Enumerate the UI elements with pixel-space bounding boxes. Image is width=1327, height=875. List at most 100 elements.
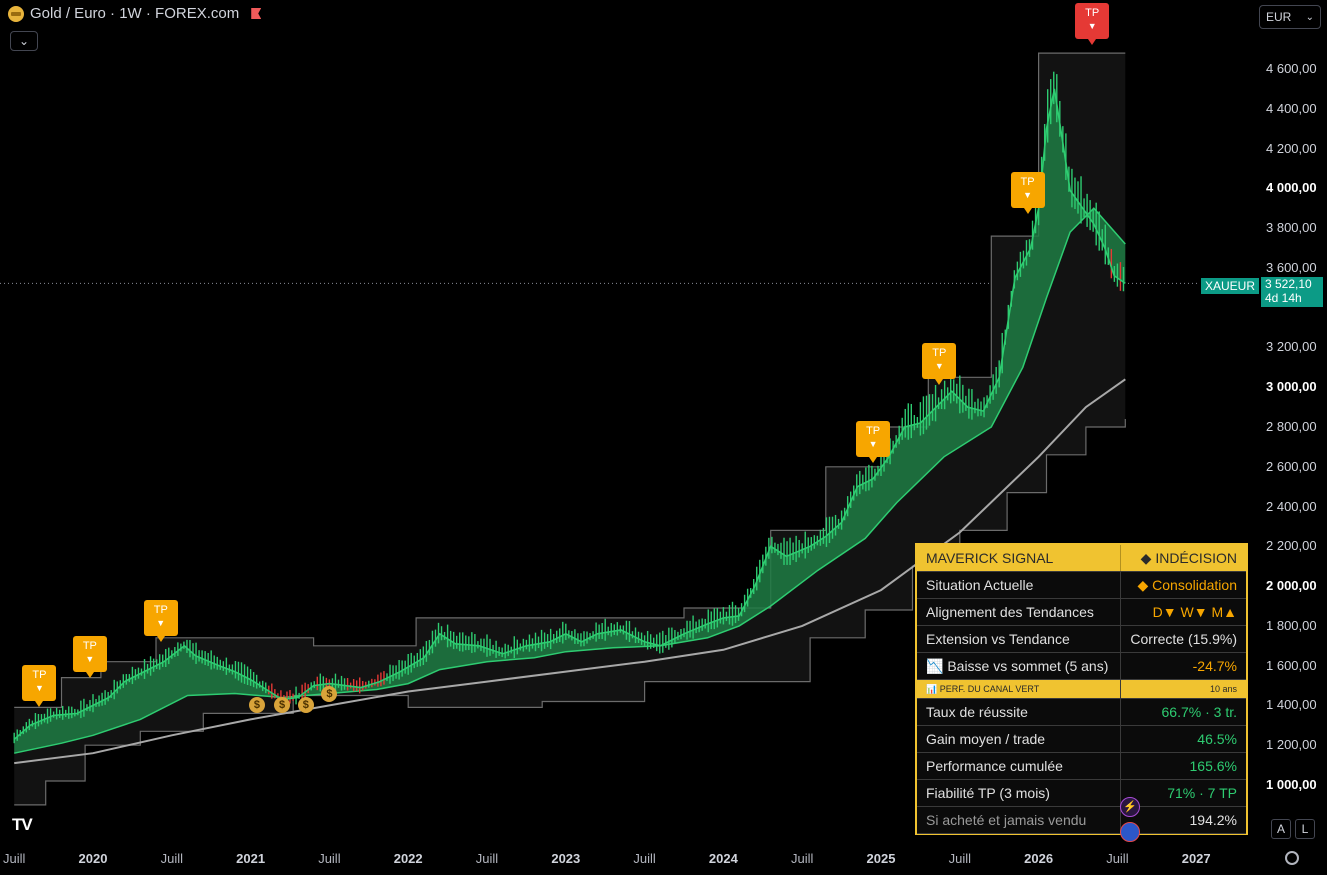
channel-upper-line: [14, 52, 1126, 708]
panel-row: Fiabilité TP (3 mois) 71% · 7 TP: [917, 780, 1246, 807]
time-axis-label: Juill: [475, 851, 499, 866]
panel-row-label: 📉 Baisse vs sommet (5 ans): [917, 653, 1121, 679]
money-bag-icon[interactable]: $: [321, 685, 338, 702]
time-axis-label: 2025: [866, 851, 896, 866]
tp-label: TP: [1085, 7, 1100, 20]
panel-row-value: 194.2%: [1189, 812, 1237, 828]
time-axis-label: 2021: [236, 851, 266, 866]
panel-section-header: 📊 PERF. DU CANAL VERT 10 ans: [917, 680, 1246, 699]
panel-row-value: 46.5%: [1197, 731, 1237, 747]
tp-marker[interactable]: TP ▼: [1075, 3, 1110, 46]
trend-band: [14, 88, 1126, 754]
time-axis-label: Juill: [318, 851, 341, 866]
price-axis-label: 4 600,00: [1266, 61, 1317, 76]
time-axis-label: 2024: [708, 851, 738, 866]
panel-row: Situation Actuelle ◆ Consolidation: [917, 572, 1246, 599]
lightning-alert-icon[interactable]: ⚡: [1120, 797, 1140, 817]
marker-pointer: [1088, 39, 1097, 46]
long-moving-average: [14, 378, 1126, 765]
time-axis-label: Juill: [2, 851, 26, 866]
globe-indicator-icon[interactable]: [1120, 822, 1140, 842]
price-axis-label: 3 000,00: [1266, 379, 1317, 395]
time-axis-label: Juill: [633, 851, 656, 866]
money-bag-icon[interactable]: $: [274, 697, 291, 714]
marker-pointer: [869, 456, 878, 463]
tp-marker[interactable]: TP ▼: [72, 635, 107, 678]
price-axis-label: 2 000,00: [1266, 578, 1317, 594]
tp-marker[interactable]: TP ▼: [143, 599, 178, 642]
panel-row-label: Gain moyen / trade: [917, 726, 1121, 752]
flag-icon[interactable]: [251, 8, 262, 19]
auto-scale-button[interactable]: A: [1271, 819, 1291, 839]
down-arrow-icon: ▼: [156, 617, 166, 628]
marker-pointer: [1023, 208, 1032, 215]
panel-title: MAVERICK SIGNAL: [917, 545, 1121, 571]
money-bag-icon[interactable]: $: [297, 697, 314, 714]
collapse-legend-button[interactable]: ⌄: [10, 31, 38, 51]
tp-marker[interactable]: TP ▼: [856, 420, 891, 463]
trend-line: [14, 207, 1126, 754]
tp-label: TP: [82, 639, 97, 652]
panel-row-value: 71% · 7 TP: [1167, 785, 1237, 801]
tp-marker[interactable]: TP ▼: [922, 343, 957, 386]
symbol-title[interactable]: Gold / Euro · 1W · FOREX.com: [30, 5, 240, 22]
tradingview-logo[interactable]: TV: [12, 815, 33, 834]
panel-row: Taux de réussite 66.7% · 3 tr.: [917, 699, 1246, 726]
price-axis-label: 4 200,00: [1266, 140, 1317, 156]
panel-row: Extension vs Tendance Correcte (15.9%): [917, 626, 1246, 653]
money-bag-icon[interactable]: $: [248, 697, 265, 714]
tp-label: TP: [866, 424, 881, 437]
marker-pointer: [156, 635, 165, 642]
panel-row-value: -24.7%: [1192, 658, 1237, 674]
panel-row-label: Fiabilité TP (3 mois): [917, 780, 1121, 806]
tp-label: TP: [153, 603, 168, 616]
tp-label: TP: [1020, 176, 1035, 189]
time-axis-label: 2026: [1024, 851, 1054, 866]
price-axis-label: 1 800,00: [1266, 617, 1317, 633]
log-scale-button[interactable]: L: [1295, 819, 1315, 839]
bar-countdown: 4d 14h: [1265, 291, 1302, 305]
currency-label: EUR: [1266, 10, 1292, 24]
last-price-tag: 3 522,10 4d 14h: [1261, 277, 1323, 307]
panel-row: 📉 Baisse vs sommet (5 ans) -24.7%: [917, 653, 1246, 680]
price-axis-label: 2 400,00: [1266, 498, 1317, 514]
section-period: 10 ans: [1209, 684, 1237, 694]
panel-row-value: 66.7% · 3 tr.: [1161, 704, 1237, 720]
panel-row-label: Performance cumulée: [917, 753, 1121, 779]
price-axis-label: 4 000,00: [1266, 180, 1317, 196]
panel-row: Gain moyen / trade 46.5%: [917, 726, 1246, 753]
down-arrow-icon: ▼: [1087, 21, 1097, 32]
time-axis-label: 2023: [551, 851, 581, 866]
time-axis-label: Juill: [790, 851, 814, 866]
panel-row: Alignement des Tendances D▼ W▼ M▲: [917, 599, 1246, 626]
gear-icon[interactable]: [1285, 851, 1299, 865]
tp-label: TP: [32, 669, 47, 682]
time-axis-label: 2027: [1181, 851, 1211, 866]
tp-marker[interactable]: TP ▼: [1010, 172, 1045, 215]
symbol-price-tag: XAUEUR: [1201, 278, 1260, 294]
panel-row-value: Correcte (15.9%): [1130, 631, 1237, 647]
down-arrow-icon: ▼: [85, 653, 95, 664]
maverick-signal-panel: MAVERICK SIGNAL ◆ INDÉCISION Situation A…: [915, 543, 1248, 835]
tp-marker[interactable]: TP ▼: [22, 665, 57, 708]
tp-label: TP: [932, 347, 947, 360]
marker-pointer: [935, 379, 944, 386]
marker-pointer: [35, 701, 44, 708]
price-axis-label: 2 800,00: [1266, 419, 1317, 434]
price-axis-label: 3 600,00: [1266, 259, 1317, 275]
time-axis-label: 2020: [78, 851, 108, 866]
channel-fill: [14, 53, 1126, 805]
panel-row: Si acheté et jamais vendu 194.2%: [917, 807, 1246, 834]
price-axis-label: 2 200,00: [1266, 538, 1317, 554]
price-axis-label: 4 400,00: [1266, 100, 1317, 116]
down-arrow-icon: ▼: [1023, 190, 1033, 201]
marker-pointer: [85, 671, 94, 678]
price-axis-label: 1 200,00: [1266, 737, 1317, 753]
last-price: 3 522,10: [1265, 277, 1312, 291]
price-axis-label: 3 800,00: [1266, 220, 1317, 236]
currency-select[interactable]: EUR ⌄: [1259, 5, 1321, 29]
price-axis-label: 1 600,00: [1266, 657, 1317, 673]
price-line: [13, 88, 1126, 740]
panel-row-label: Taux de réussite: [917, 699, 1121, 725]
